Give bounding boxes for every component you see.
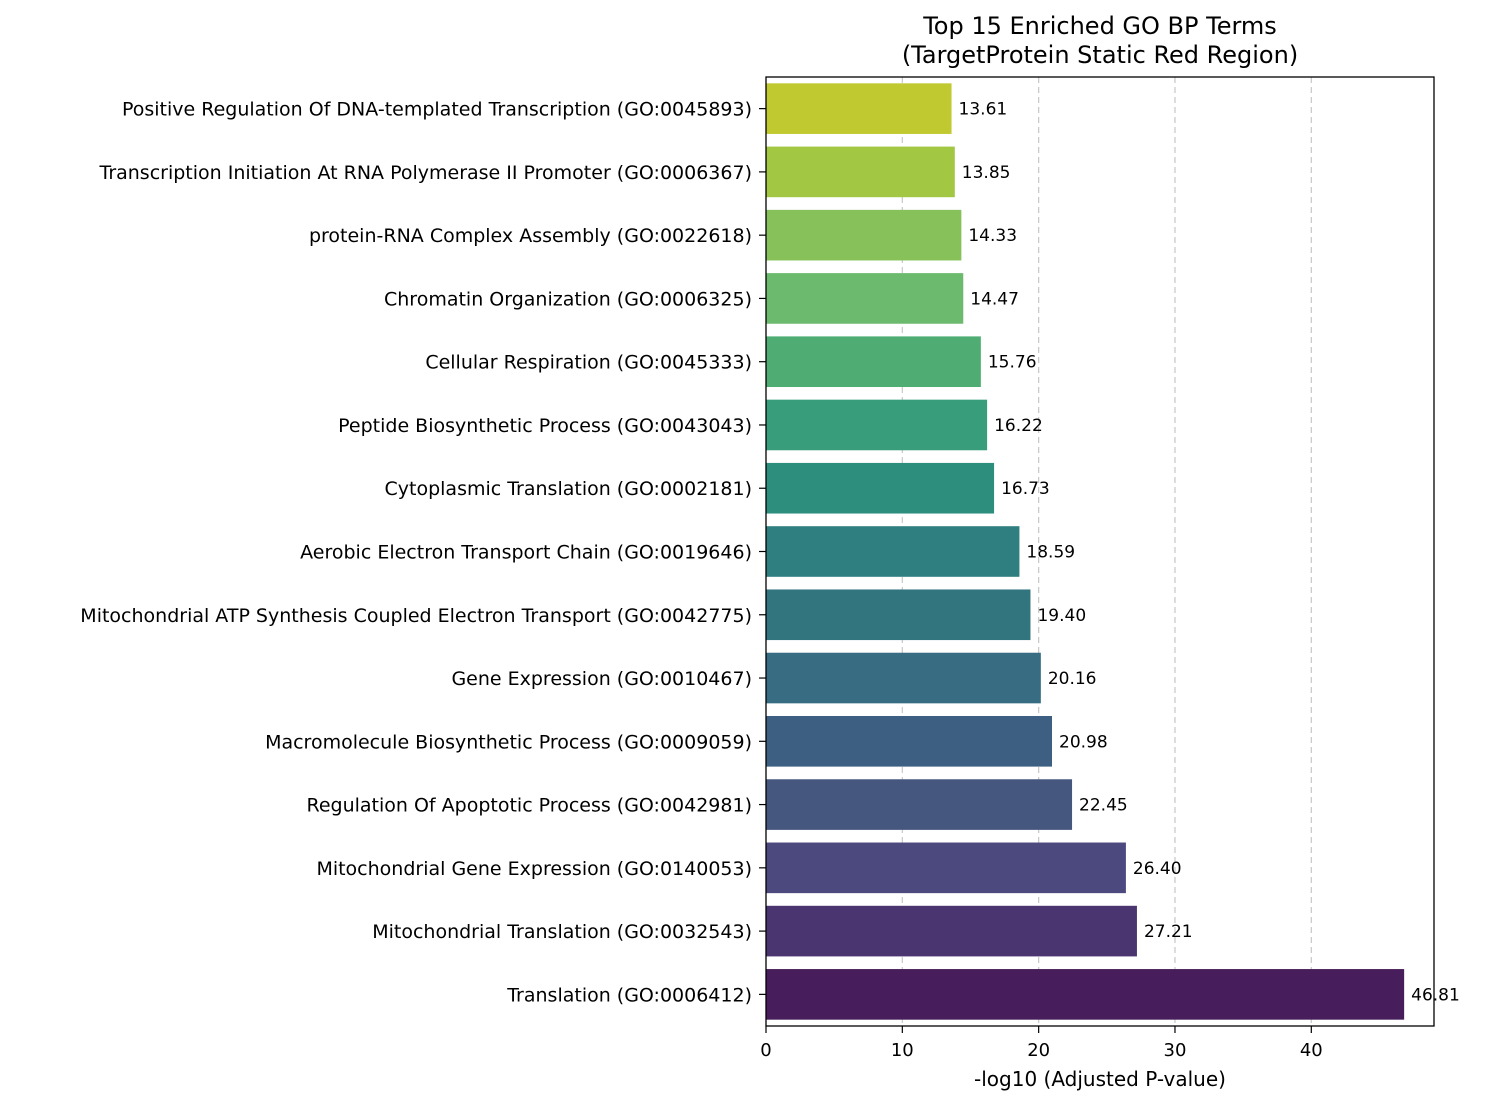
category-label: Regulation Of Apoptotic Process (GO:0042… bbox=[306, 795, 752, 817]
bar-value-label: 16.22 bbox=[994, 416, 1043, 436]
bar bbox=[766, 336, 981, 388]
plot-frame bbox=[765, 76, 1435, 1027]
bar bbox=[766, 526, 1020, 577]
bar-value-label: 19.40 bbox=[1037, 606, 1086, 626]
x-tick-label: 0 bbox=[760, 1040, 771, 1061]
category-label: Mitochondrial Translation (GO:0032543) bbox=[372, 921, 752, 943]
x-tick-label: 10 bbox=[891, 1040, 914, 1061]
bar-value-label: 27.21 bbox=[1144, 922, 1193, 942]
category-label: Aerobic Electron Transport Chain (GO:001… bbox=[300, 542, 752, 564]
x-tick-label: 40 bbox=[1300, 1040, 1323, 1061]
category-label: Positive Regulation Of DNA-templated Tra… bbox=[122, 99, 752, 121]
bar bbox=[766, 462, 995, 514]
bar bbox=[766, 273, 964, 324]
category-label: Mitochondrial ATP Synthesis Coupled Elec… bbox=[80, 605, 752, 627]
chart-title: Top 15 Enriched GO BP Terms (TargetProtei… bbox=[902, 12, 1298, 69]
x-axis-ticks: 0 10 20 30 40 bbox=[760, 1026, 1323, 1061]
bar bbox=[766, 399, 988, 451]
bar-value-label: 13.85 bbox=[962, 163, 1011, 183]
category-label: Chromatin Organization (GO:0006325) bbox=[384, 288, 752, 310]
bar bbox=[766, 209, 962, 261]
bar bbox=[766, 83, 952, 134]
category-label: Transcription Initiation At RNA Polymera… bbox=[99, 162, 753, 184]
category-labels: Positive Regulation Of DNA-templated Tra… bbox=[80, 99, 766, 1006]
chart-title-line: Top 15 Enriched GO BP Terms bbox=[922, 12, 1277, 40]
category-label: Translation (GO:0006412) bbox=[506, 984, 752, 1006]
category-label: Cellular Respiration (GO:0045333) bbox=[425, 352, 752, 374]
category-label: Gene Expression (GO:0010467) bbox=[451, 668, 752, 690]
category-label: Mitochondrial Gene Expression (GO:014005… bbox=[316, 858, 752, 880]
bar bbox=[766, 842, 1126, 894]
bar-value-label: 26.40 bbox=[1133, 859, 1182, 879]
bar-value-label: 20.16 bbox=[1048, 669, 1097, 689]
x-tick-label: 30 bbox=[1164, 1040, 1187, 1061]
category-label: Macromolecule Biosynthetic Process (GO:0… bbox=[265, 731, 752, 753]
bar-value-label: 15.76 bbox=[988, 353, 1037, 373]
category-label: protein-RNA Complex Assembly (GO:0022618… bbox=[309, 225, 752, 247]
bars bbox=[766, 83, 1405, 1020]
bar-value-label: 14.33 bbox=[968, 226, 1017, 246]
bar bbox=[766, 652, 1041, 704]
bar bbox=[766, 589, 1031, 641]
x-tick-label: 20 bbox=[1027, 1040, 1050, 1061]
bar bbox=[766, 146, 955, 198]
bar-value-label: 20.98 bbox=[1059, 732, 1108, 752]
bar-value-label: 14.47 bbox=[970, 289, 1019, 309]
bar-value-label: 18.59 bbox=[1026, 543, 1075, 563]
chart-title-line: (TargetProtein Static Red Region) bbox=[902, 41, 1298, 69]
bar-value-label: 16.73 bbox=[1001, 479, 1050, 499]
category-label: Cytoplasmic Translation (GO:0002181) bbox=[385, 478, 753, 500]
bar-value-label: 22.45 bbox=[1079, 796, 1128, 816]
category-label: Peptide Biosynthetic Process (GO:0043043… bbox=[338, 415, 752, 437]
bar-value-label: 13.61 bbox=[959, 100, 1008, 120]
bar bbox=[766, 905, 1137, 957]
bar bbox=[766, 969, 1405, 1020]
bar bbox=[766, 715, 1053, 767]
bar-value-label: 46.81 bbox=[1411, 985, 1460, 1005]
bar bbox=[766, 779, 1073, 830]
value-labels: 13.61 13.85 14.33 14.47 15.76 16.22 16.73 18.59… bbox=[959, 100, 1460, 1006]
x-axis-label: -log10 (Adjusted P-value) bbox=[974, 1067, 1226, 1091]
